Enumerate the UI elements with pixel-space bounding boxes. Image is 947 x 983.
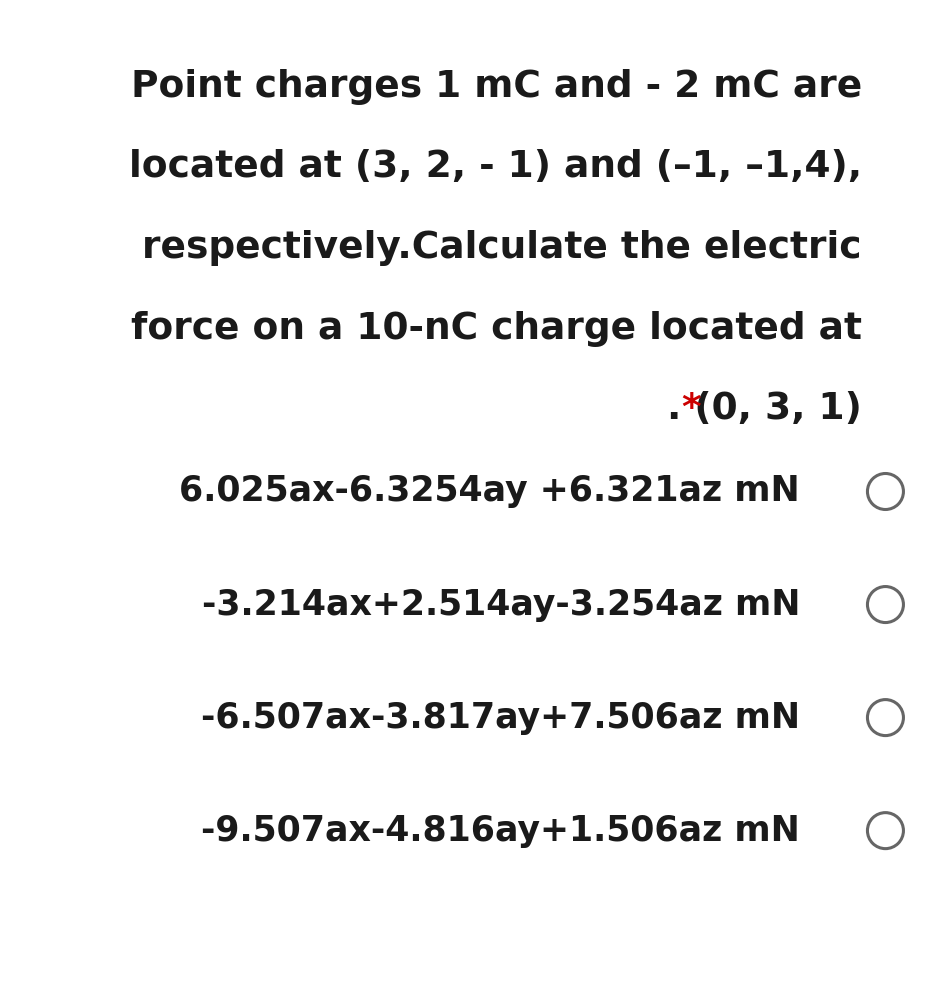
Text: -9.507ax-4.816ay+1.506az mN: -9.507ax-4.816ay+1.506az mN [202,814,800,847]
Text: -6.507ax-3.817ay+7.506az mN: -6.507ax-3.817ay+7.506az mN [201,701,800,734]
Text: Point charges 1 mC and - 2 mC are: Point charges 1 mC and - 2 mC are [131,69,862,105]
Text: . (0, 3, 1): . (0, 3, 1) [667,391,862,428]
Text: -3.214ax+2.514ay-3.254az mN: -3.214ax+2.514ay-3.254az mN [202,588,800,621]
Text: *: * [683,391,715,428]
Text: respectively.Calculate the electric: respectively.Calculate the electric [142,230,862,266]
Text: force on a 10-nC charge located at: force on a 10-nC charge located at [131,311,862,347]
Text: located at (3, 2, - 1) and (–1, –1,4),: located at (3, 2, - 1) and (–1, –1,4), [129,149,862,186]
Text: 6.025ax-6.3254ay +6.321az mN: 6.025ax-6.3254ay +6.321az mN [180,475,800,508]
